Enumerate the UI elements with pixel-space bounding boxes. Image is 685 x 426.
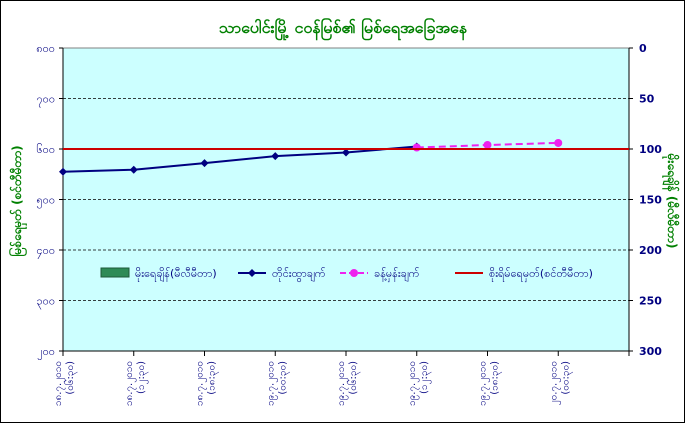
x-tick-label-group: ၁၉.၇.၂၀၁၀ (၀၀:၃၀) — [265, 361, 290, 406]
left-tick-label: ၇၀၀ — [36, 93, 55, 108]
legend-item: မိုးရေချိန်(မီလီမီတာ) — [100, 267, 217, 282]
x-tick-label-group: ၂၀.၇.၂၀၁၀ (၀၀:၃၀) — [548, 361, 573, 405]
x-tick-label: ၁၉.၇.၂၀၁၀ — [265, 361, 278, 406]
legend-label: ခန့်မှန်းချက် — [374, 267, 420, 282]
x-tick-label-group: ၁၈.၇.၂၀၁၀ (၁၂:၃၀) — [124, 361, 149, 406]
legend-marker — [248, 269, 256, 277]
x-tick-label-group: ၁၉.၇.၂၀၁၀ (၀၆:၃၀) — [336, 361, 361, 406]
x-tick-label: ၁၉.၇.၂၀၁၀ — [478, 361, 491, 406]
legend-label: တိုင်းထွာချက် — [272, 267, 326, 282]
x-tick-label: ၁၈.၇.၂၀၁၀ — [124, 361, 137, 406]
left-axis-label: မြစ်ရေမှတ် (စင်တီမီတာ) — [7, 145, 28, 256]
right-tick-label: 0 — [639, 42, 647, 55]
x-tick-label-group: ၁၈.၇.၂၀၁၀ (၁၈:၃၀) — [195, 361, 220, 406]
left-tick-label: ၆၀၀ — [36, 143, 55, 156]
right-tick-label: 250 — [639, 295, 662, 308]
legend-swatch — [100, 267, 130, 278]
x-tick-label: (၁၈:၃၀) — [207, 361, 220, 395]
observed-point — [200, 159, 209, 168]
right-tick-label: 200 — [639, 244, 662, 257]
chart-title: သာပေါင်းမြို့ ငဝန်မြစ်၏ မြစ်ရေအခြေအနေ — [219, 17, 468, 41]
legend-item: စိုးရိမ်ရေမှတ်(စင်တီမီတာ) — [455, 267, 593, 282]
legend-item: တိုင်းထွာချက် — [238, 267, 326, 282]
forecast-point — [412, 143, 421, 152]
x-tick-label: ၁၉.၇.၂၀၁၀ — [336, 361, 349, 406]
x-tick-label-group: ၁၈.၇.၂၀၁၀ (၀၆:၃၀) — [53, 361, 78, 406]
x-tick-label: ၂၀.၇.၂၀၁၀ — [548, 361, 561, 405]
left-tick-label: ၃၀၀ — [36, 295, 55, 310]
left-tick-label: ၈၀၀ — [36, 42, 55, 55]
x-tick-label: ၁၈.၇.၂၀၁၀ — [195, 361, 208, 406]
left-tick-label: ၂၀၀ — [37, 345, 55, 360]
left-tick-label: ၅၀၀ — [36, 194, 55, 209]
x-tick-label: (၁၈:၃၀) — [490, 361, 503, 395]
observed-point — [59, 167, 67, 176]
series-group — [59, 138, 629, 176]
observed-point — [271, 152, 280, 161]
observed-point — [129, 165, 138, 174]
x-tick-label: (၀၀:၃၀) — [277, 361, 290, 395]
forecast-point — [554, 138, 563, 147]
x-tick-label: (၁၂:၃၀) — [136, 361, 149, 394]
x-tick-label-group: ၁၉.၇.၂၀၁၀ (၁၂:၃၀) — [407, 361, 432, 406]
right-tick-label: 100 — [639, 143, 662, 156]
right-tick-label: 50 — [639, 93, 655, 106]
right-axis-label: မိုးရေချိန် (မီလီမီတာ) — [661, 153, 681, 249]
observed-line — [62, 145, 417, 173]
observed-point — [342, 148, 350, 157]
x-tick-label: (၁၂:၃၀) — [419, 361, 432, 394]
x-tick-label-group: ၁၉.၇.၂၀၁၀ (၁၈:၃၀) — [478, 361, 503, 406]
x-tick-label: (၀၀:၃၀) — [560, 361, 573, 395]
right-tick-label: 300 — [639, 345, 662, 358]
x-axis: ၁၈.၇.၂၀၁၀ (၀၆:၃၀) ၁၈.၇.၂၀၁၀ (၁၂:၃၀) ၁၈.၇.၂၀၁… — [53, 350, 630, 406]
legend-label: မိုးရေချိန်(မီလီမီတာ) — [135, 267, 217, 282]
legend-marker — [350, 269, 358, 277]
right-axis: 0 50 100 150 200 250 300 — [628, 42, 662, 358]
x-tick-label: ၁၉.၇.၂၀၁၀ — [407, 361, 420, 406]
forecast-point — [483, 140, 492, 149]
legend-label: စိုးရိမ်ရေမှတ်(စင်တီမီတာ) — [489, 267, 593, 282]
right-tick-label: 150 — [639, 194, 662, 207]
legend: မိုးရေချိန်(မီလီမီတာ) တိုင်းထွာချက် ခန့်မှ… — [100, 267, 593, 282]
x-tick-label: (၀၆:၃၀) — [346, 361, 361, 395]
legend-item: ခန့်မှန်းချက် — [340, 267, 420, 282]
x-tick-label: ၁၈.၇.၂၀၁၀ — [53, 361, 66, 406]
left-tick-label: ၄၀၀ — [36, 244, 55, 259]
x-tick-label: (၀၆:၃၀) — [63, 361, 78, 395]
